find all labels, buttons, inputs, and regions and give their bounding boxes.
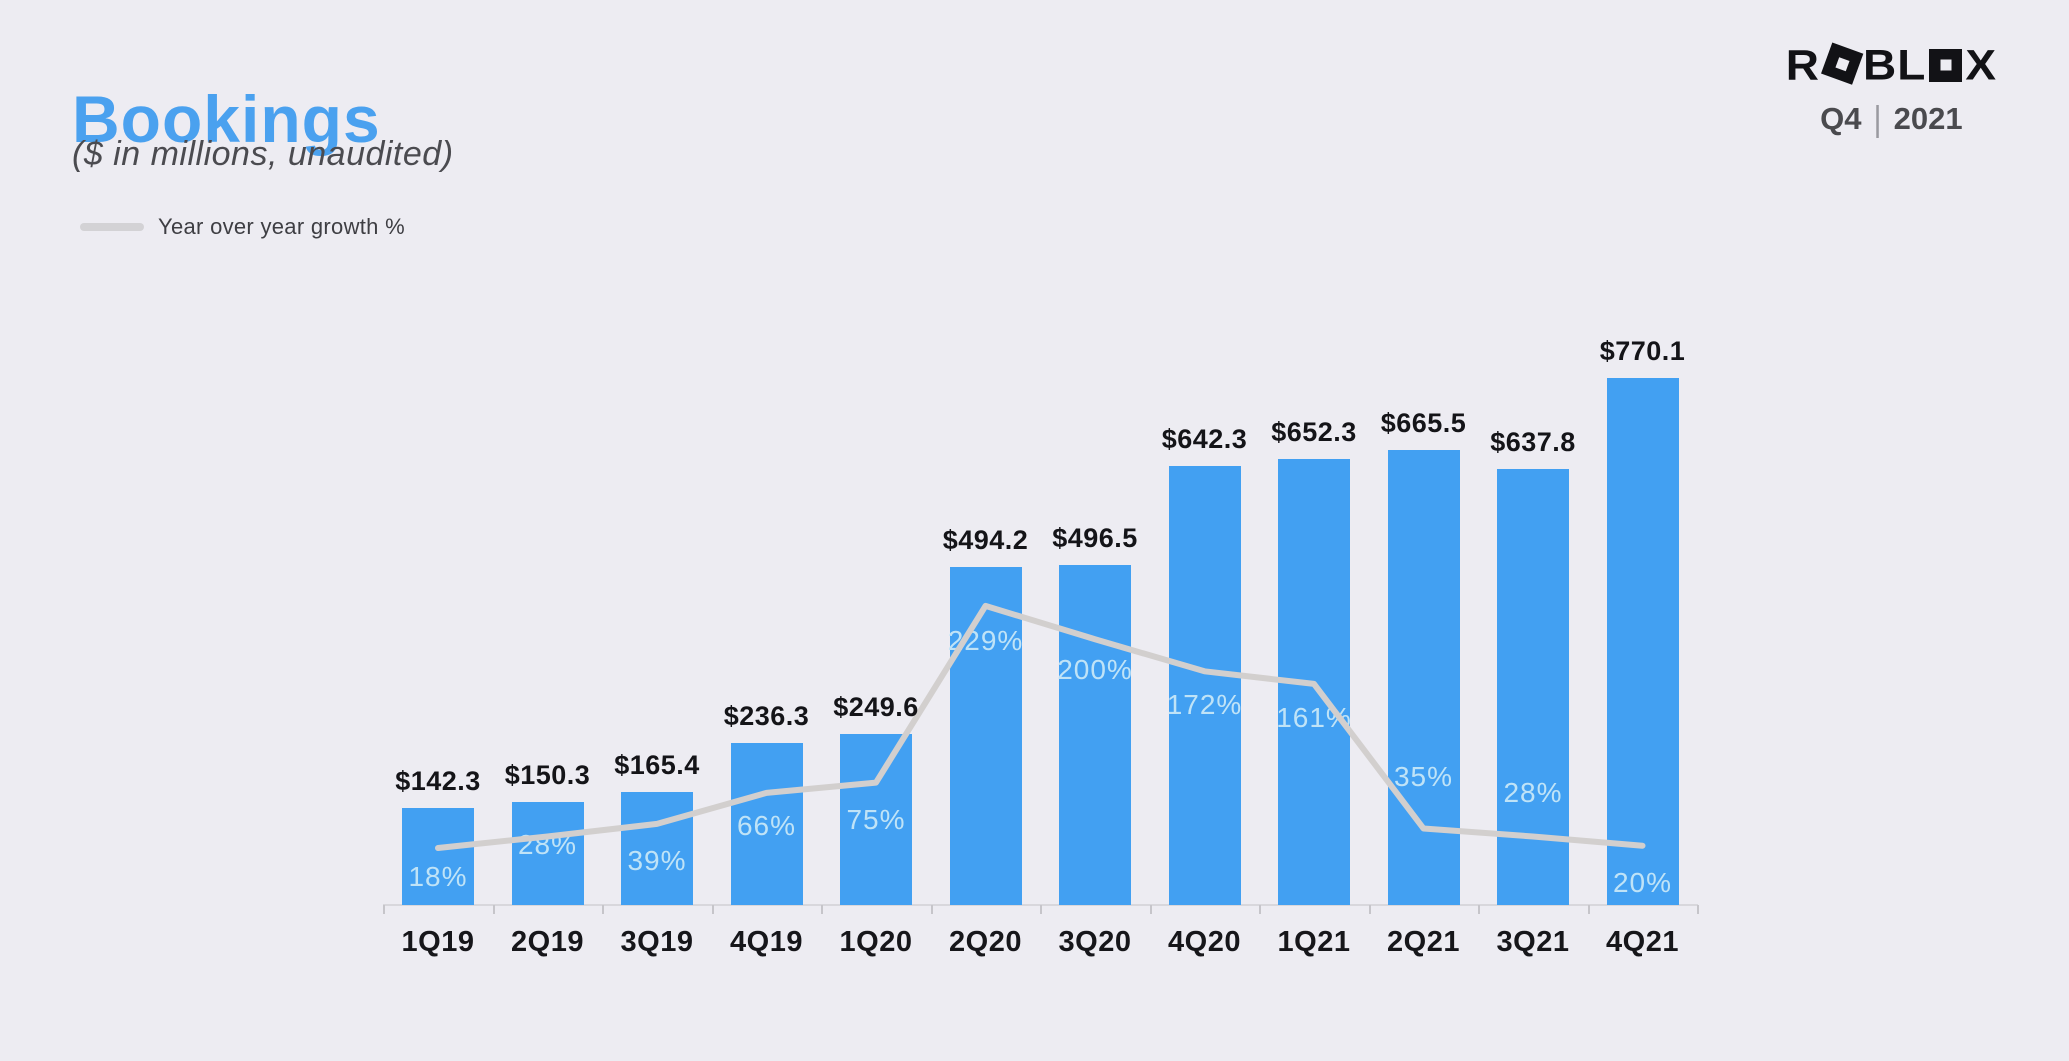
roblox-logo: R BL X (1785, 41, 1997, 89)
bar-value-label: $236.3 (723, 701, 810, 732)
x-axis-tick (1259, 905, 1261, 914)
x-axis-tick (383, 905, 385, 914)
growth-label: 75% (846, 803, 906, 835)
logo-letter-r: R (1785, 41, 1820, 89)
growth-label: 161% (1276, 701, 1352, 733)
period-year: 2021 (1893, 101, 1963, 136)
x-axis-tick (1587, 905, 1590, 914)
bar (1278, 458, 1350, 905)
bar-value-label: $642.3 (1161, 423, 1248, 454)
bar-value-label: $652.3 (1271, 416, 1357, 447)
bar-value-label: $665.5 (1380, 407, 1467, 438)
x-axis-tick (1149, 905, 1152, 914)
period-label: Q4 | 2021 (1820, 98, 1963, 139)
x-axis-label: 4Q19 (730, 926, 803, 958)
x-axis-label: 2Q21 (1387, 926, 1460, 958)
growth-label: 28% (1503, 777, 1563, 809)
bar-value-label: $249.6 (833, 692, 919, 723)
x-axis-tick (602, 905, 604, 914)
x-axis-label: 1Q20 (839, 926, 913, 958)
logo-square-o-icon (1929, 48, 1963, 82)
logo-letters-bl: BL (1862, 41, 1927, 89)
bar-value-label: $770.1 (1599, 336, 1686, 367)
line-swatch-icon (80, 223, 144, 231)
bar (1059, 565, 1131, 905)
x-axis-tick (821, 905, 823, 914)
bar (1387, 449, 1460, 905)
bar-value-label: $496.5 (1052, 523, 1138, 554)
bar-value-label: $150.3 (504, 760, 591, 791)
growth-label: 200% (1057, 654, 1133, 686)
bar (949, 566, 1022, 905)
x-axis-tick (930, 905, 933, 914)
x-axis-label: 3Q19 (620, 926, 694, 958)
x-axis-label: 1Q21 (1277, 926, 1351, 958)
logo-letter-x: X (1965, 41, 1997, 89)
period-quarter: Q4 (1820, 101, 1862, 136)
x-axis-label: 2Q20 (949, 926, 1022, 958)
bar (1497, 468, 1569, 905)
x-axis-label: 4Q20 (1168, 926, 1241, 958)
bar-value-label: $142.3 (395, 765, 481, 796)
growth-label: 20% (1612, 866, 1673, 898)
x-axis-tick (1478, 905, 1480, 914)
logo-square-hole (1835, 56, 1850, 71)
bar-value-label: $637.8 (1490, 426, 1576, 457)
x-axis-label: 2Q19 (511, 926, 584, 958)
x-axis-tick (1697, 905, 1699, 914)
x-axis-label: 1Q19 (401, 926, 475, 958)
legend-label: Year over year growth % (158, 214, 405, 239)
growth-label: 229% (947, 624, 1024, 656)
x-axis-tick (1040, 905, 1042, 914)
x-axis-label: 3Q21 (1496, 926, 1570, 958)
growth-label: 18% (408, 860, 468, 892)
growth-label: 39% (627, 844, 687, 876)
period-separator: | (1873, 98, 1882, 139)
x-axis-tick (492, 905, 495, 914)
branding: R BL X Q4 | 2021 (1785, 41, 1997, 139)
x-axis-tick (1368, 905, 1371, 914)
legend: Year over year growth % (80, 214, 405, 240)
bar-value-label: $165.4 (614, 749, 700, 780)
bar-value-label: $494.2 (942, 524, 1029, 555)
x-axis-tick (711, 905, 714, 914)
logo-tilted-square-icon (1821, 41, 1864, 85)
page-subtitle: ($ in millions, unaudited) (72, 135, 454, 173)
page-title: Bookings (72, 82, 381, 157)
logo-square-hole (1940, 59, 1952, 71)
x-axis-label: 3Q20 (1058, 926, 1132, 958)
x-axis-label: 4Q21 (1606, 926, 1679, 958)
